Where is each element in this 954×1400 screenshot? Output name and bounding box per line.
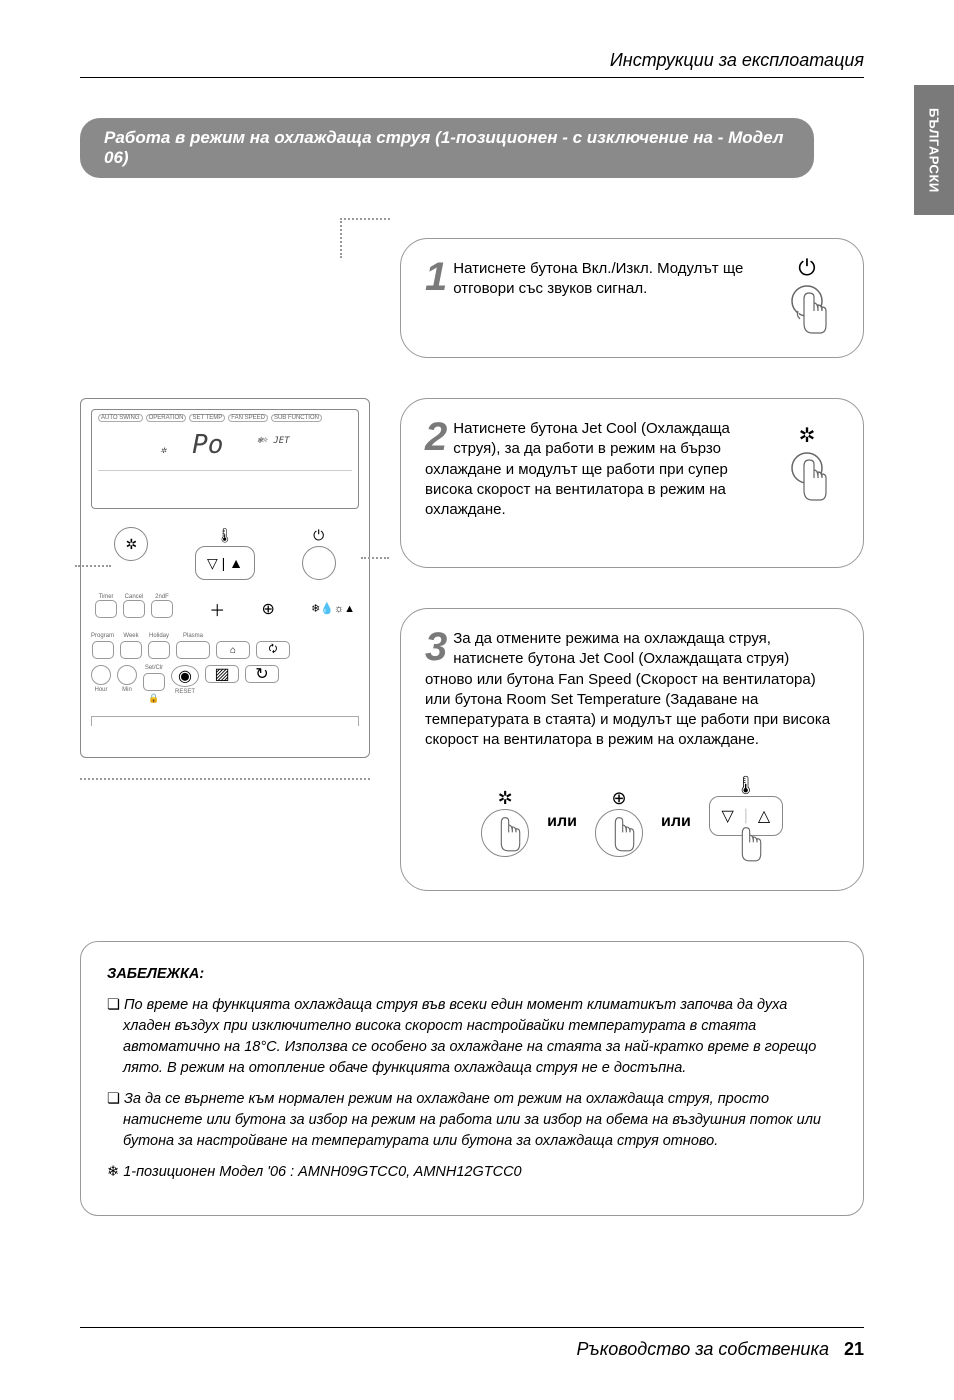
lcd-label: FAN SPEED: [228, 414, 268, 422]
remote-small-button: ◉: [171, 665, 199, 687]
step-box-2: 2 Натиснете бутона Jet Cool (Охлаждаща с…: [400, 398, 864, 568]
remote-small-button: [148, 641, 170, 659]
remote-small-button: 🗘: [256, 641, 290, 659]
note-item: За да се върнете към нормален режим на о…: [107, 1089, 837, 1152]
remote-label: [232, 633, 234, 639]
footer-rule: [80, 1327, 864, 1328]
remote-label: RESET: [175, 689, 195, 695]
remote-jet-button: ✲: [114, 527, 148, 561]
footer-text: Ръководство за собственика: [577, 1339, 829, 1359]
jet-cool-button: [481, 809, 529, 857]
fan-speed-icon: ⊕: [261, 599, 274, 619]
footer: Ръководство за собственика 21: [577, 1339, 864, 1360]
remote-small-button: [123, 600, 145, 618]
remote-label: Week: [123, 633, 138, 639]
thermometer-icon: 🌡: [216, 527, 234, 544]
remote-small-button: ▨: [205, 665, 239, 683]
step-box-3: 3 За да отмените режима на охлаждаща стр…: [400, 608, 864, 891]
remote-small-button: [91, 665, 111, 685]
thermometer-icon: 🌡: [734, 775, 757, 796]
step-text: За да отмените режима на охлаждаща струя…: [425, 629, 839, 751]
hand-press-icon: [486, 814, 524, 860]
note-box: ЗАБЕЛЕЖКА: По време на функцията охлажда…: [80, 941, 864, 1216]
remote-label: Hour: [94, 687, 107, 693]
note-title: ЗАБЕЛЕЖКА:: [107, 964, 837, 985]
up-icon: △: [758, 806, 770, 826]
plus-icon: ＋: [209, 597, 225, 621]
step-number: 1: [425, 259, 447, 295]
hand-press-icon: [781, 285, 833, 345]
remote-label: [272, 633, 274, 639]
connector-dots: [361, 557, 389, 559]
lcd-label: SUB FUNCTION: [271, 414, 322, 422]
remote-small-button: [143, 673, 165, 691]
jet-cool-icon: ✲: [767, 423, 847, 448]
fan-icon: ✲: [160, 445, 166, 456]
lcd-label: OPERATION: [146, 414, 187, 422]
remote-small-button: [120, 641, 142, 659]
remote-temp-button: ▽ | ▲: [195, 546, 255, 580]
jet-cool-icon: ✲: [498, 788, 513, 809]
or-label: или: [661, 813, 691, 831]
page-number: 21: [844, 1339, 864, 1359]
step-number: 3: [425, 629, 447, 665]
hand-press-icon: [600, 814, 638, 860]
down-icon: ▽: [721, 806, 733, 826]
lcd-label: SET TEMP: [189, 414, 225, 422]
remote-label: Holiday: [149, 633, 169, 639]
hand-press-icon: [781, 452, 833, 512]
connector-dots: [75, 565, 111, 567]
remote-small-button: ↻: [245, 665, 279, 683]
header-rule: [80, 77, 864, 78]
lcd-label: AUTO SWING: [98, 414, 143, 422]
remote-label: Program: [91, 633, 114, 639]
fan-speed-icon: ⊕: [611, 788, 626, 809]
connector-dots: [80, 778, 370, 780]
page-title-bar: Работа в режим на охлаждаща струя (1-поз…: [80, 118, 814, 178]
remote-power-button: [302, 546, 336, 580]
remote-small-button: [92, 641, 114, 659]
language-tab: БЪЛГАРСКИ: [914, 85, 954, 215]
power-icon: ⏻: [767, 255, 847, 281]
step-number: 2: [425, 419, 447, 455]
lcd-sub-text: ❄☼ JET: [257, 436, 290, 446]
remote-lcd: AUTO SWING OPERATION SET TEMP FAN SPEED …: [91, 409, 359, 509]
fan-speed-button: [595, 809, 643, 857]
remote-control-illustration: AUTO SWING OPERATION SET TEMP FAN SPEED …: [80, 398, 370, 758]
hand-press-icon: [727, 824, 765, 870]
remote-small-button: [151, 600, 173, 618]
remote-label: Plasma: [183, 633, 203, 639]
remote-small-button: [117, 665, 137, 685]
connector-dots: [340, 218, 342, 258]
note-model-item: 1-позиционен Модел '06 : AMNH09GTCC0, AM…: [107, 1162, 837, 1183]
remote-small-button: [95, 600, 117, 618]
mode-icons: ❄💧☼▲: [311, 602, 355, 615]
note-item: По време на функцията охлаждаща струя въ…: [107, 995, 837, 1079]
remote-small-button: ⌂: [216, 641, 250, 659]
step-box-1: 1 Натиснете бутона Вкл./Изкл. Модулът ще…: [400, 238, 864, 358]
fan-icon: ✲: [125, 536, 137, 553]
remote-label: Min: [122, 687, 132, 693]
remote-small-button: [176, 641, 210, 659]
lcd-main-text: Po: [192, 430, 223, 460]
or-label: или: [547, 813, 577, 831]
power-icon: ⏻: [313, 527, 324, 544]
remote-label: Set/Clr: [145, 665, 163, 671]
connector-dots: [340, 218, 390, 220]
header-section-title: Инструкции за експлоатация: [80, 50, 894, 71]
